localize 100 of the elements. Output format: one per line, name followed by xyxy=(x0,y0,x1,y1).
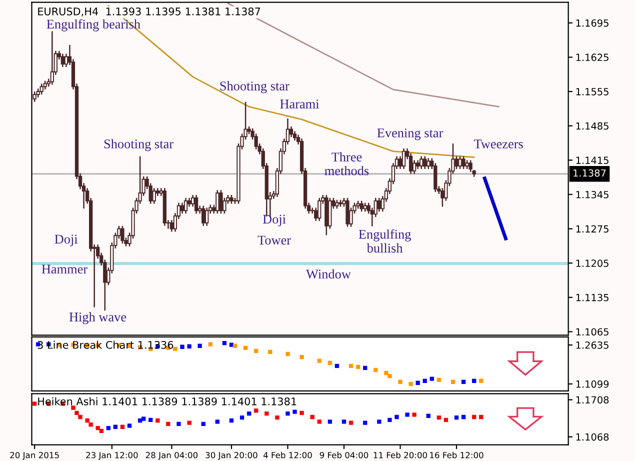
point xyxy=(120,424,125,429)
point xyxy=(398,380,402,384)
point xyxy=(187,420,192,425)
point xyxy=(176,422,181,426)
annotation: Shooting star xyxy=(220,81,290,94)
point xyxy=(374,368,378,372)
y-tick-label: 1.1415 xyxy=(576,156,608,164)
annotation: Tweezers xyxy=(474,140,523,148)
y-tick-label: 1.1068 xyxy=(576,433,609,441)
point xyxy=(430,376,434,381)
point xyxy=(388,418,392,422)
point xyxy=(141,416,146,421)
point xyxy=(180,344,184,349)
candlestick xyxy=(408,152,413,174)
point xyxy=(85,418,90,423)
annotation: Evening star xyxy=(377,128,444,140)
point xyxy=(388,374,392,378)
annotation: Window xyxy=(306,269,351,279)
point xyxy=(246,411,252,416)
annotation: Tower xyxy=(258,236,291,245)
point xyxy=(292,410,297,414)
candlestick xyxy=(40,83,44,96)
candlestick xyxy=(360,200,364,212)
point xyxy=(71,406,76,410)
point xyxy=(254,408,258,413)
point xyxy=(472,414,476,420)
point xyxy=(106,426,110,430)
point xyxy=(384,370,388,376)
point xyxy=(479,414,484,420)
point xyxy=(166,422,170,426)
chart-title: Heiken Ashi 1.1401 1.1389 1.1389 1.1401 1.1381 xyxy=(38,397,296,406)
candlestick xyxy=(454,156,458,170)
point xyxy=(310,414,314,420)
candlestick xyxy=(120,225,124,244)
point xyxy=(342,420,346,424)
point xyxy=(127,424,132,428)
point xyxy=(300,410,304,416)
point xyxy=(264,411,269,416)
annotation: Three methods xyxy=(324,152,369,176)
candlestick xyxy=(32,90,36,102)
point xyxy=(363,366,368,370)
ref-line-label: 1.1387 xyxy=(574,169,606,177)
point xyxy=(454,416,459,420)
annotation: Doji xyxy=(262,214,286,226)
candlestick xyxy=(184,197,188,214)
point xyxy=(436,378,442,382)
candlestick xyxy=(310,207,314,214)
annotation: Harami xyxy=(280,100,320,108)
candlestick xyxy=(190,194,195,208)
y-tick-label: 1.1065 xyxy=(576,328,608,336)
point xyxy=(422,378,427,383)
point xyxy=(268,350,272,354)
candlestick xyxy=(423,156,427,170)
point xyxy=(479,378,484,383)
candlestick xyxy=(170,219,174,232)
point xyxy=(405,412,410,417)
point xyxy=(32,402,37,406)
candlestick xyxy=(202,205,206,226)
point xyxy=(78,414,82,420)
y-tick-label: 1.1205 xyxy=(576,260,608,267)
point xyxy=(254,348,258,354)
candlestick xyxy=(402,148,406,170)
point xyxy=(444,418,448,422)
y-tick-label: 1.1695 xyxy=(576,19,608,27)
point xyxy=(377,420,382,424)
candlestick xyxy=(216,189,220,214)
x-tick-label: 4 Feb 12:00 xyxy=(263,452,312,458)
point xyxy=(408,382,413,386)
point xyxy=(198,344,202,348)
point xyxy=(461,380,466,384)
y-tick-label: 1.1275 xyxy=(576,225,608,233)
y-tick-label: 1.1345 xyxy=(576,190,608,198)
point xyxy=(215,420,220,424)
point xyxy=(317,358,322,363)
point xyxy=(328,360,332,365)
point xyxy=(436,416,442,420)
candlestick xyxy=(219,189,223,214)
candlestick xyxy=(458,156,462,170)
point xyxy=(317,420,322,424)
point xyxy=(113,424,118,429)
candlestick xyxy=(426,158,430,170)
point xyxy=(156,418,160,423)
annotation: Doji xyxy=(54,234,78,246)
point xyxy=(222,340,227,346)
candlestick xyxy=(289,126,294,138)
point xyxy=(412,412,416,417)
point xyxy=(472,378,476,383)
x-tick-label: 28 Jan 04:00 xyxy=(146,452,198,460)
point xyxy=(240,416,244,420)
point xyxy=(88,422,93,427)
candlestick xyxy=(377,197,381,212)
candlestick xyxy=(468,160,472,173)
annotation: Engulfing bullish xyxy=(358,229,411,253)
point xyxy=(328,420,332,424)
candlestick xyxy=(60,53,65,68)
candlestick xyxy=(180,202,184,214)
point xyxy=(334,364,340,368)
x-tick-label: 23 Jan 12:00 xyxy=(86,452,138,460)
y-tick-label: 1.1625 xyxy=(576,54,608,62)
y-tick-label: 1.1485 xyxy=(576,122,608,130)
